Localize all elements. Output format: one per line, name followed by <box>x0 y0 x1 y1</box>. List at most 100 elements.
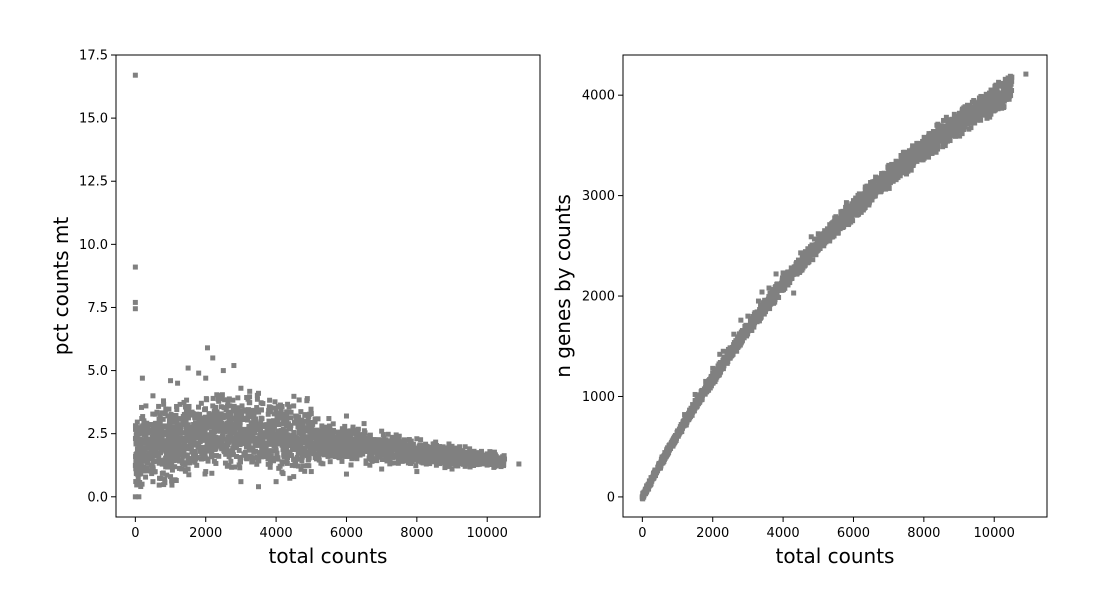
cloud-point <box>174 437 180 443</box>
cloud-point <box>150 465 156 471</box>
cloud-point <box>196 443 202 449</box>
cloud-point <box>217 418 223 424</box>
cloud-point <box>242 452 248 458</box>
cloud-point <box>269 424 275 430</box>
cloud-point <box>296 439 302 445</box>
cloud-point <box>196 414 202 420</box>
cloud-point <box>978 99 984 105</box>
cloud-point <box>862 186 868 192</box>
cloud-point <box>253 416 259 422</box>
cloud-point <box>278 428 284 434</box>
cloud-point <box>179 460 185 466</box>
cloud-point <box>157 445 163 451</box>
cloud-point <box>940 144 946 150</box>
cloud-point <box>289 437 295 443</box>
cloud-point <box>151 459 157 465</box>
cloud-point <box>287 449 293 455</box>
cloud-point <box>210 438 216 444</box>
cloud-point <box>286 404 292 410</box>
cloud-point <box>356 436 362 442</box>
cloud-point <box>305 457 311 463</box>
cloud-point <box>405 460 411 466</box>
cloud-point <box>396 450 402 456</box>
cloud-point <box>230 452 236 458</box>
cloud-point <box>200 456 206 462</box>
cloud-point <box>377 441 383 447</box>
cloud-point <box>256 458 262 464</box>
cloud-point <box>413 449 419 455</box>
cloud-point <box>212 441 218 447</box>
cloud-point <box>698 397 704 403</box>
cloud-point <box>296 420 302 426</box>
cloud-point <box>336 455 342 461</box>
cloud-point <box>171 419 177 425</box>
cloud-point <box>346 434 352 440</box>
cloud-point <box>989 87 995 93</box>
cloud-point <box>351 446 357 452</box>
cloud-point <box>265 430 271 436</box>
cloud-point <box>247 400 253 406</box>
cloud-point <box>316 457 322 463</box>
cloud-point <box>341 427 347 433</box>
cloud-point <box>156 455 162 461</box>
data-point <box>231 363 237 369</box>
cloud-point <box>462 444 468 450</box>
cloud-point <box>285 452 291 458</box>
cloud-point <box>315 416 321 422</box>
cloud-point <box>150 426 156 432</box>
cloud-point <box>358 446 364 452</box>
cloud-point <box>352 430 358 436</box>
cloud-point <box>228 412 234 418</box>
cloud-point <box>259 445 265 451</box>
cloud-point <box>305 428 311 434</box>
cloud-point <box>909 150 915 156</box>
cloud-point <box>211 428 217 434</box>
cloud-point <box>167 426 173 432</box>
cloud-point <box>133 458 139 464</box>
point-cloud <box>132 388 508 490</box>
cloud-point <box>422 445 428 451</box>
cloud-point <box>229 424 235 430</box>
cloud-point <box>174 407 180 413</box>
cloud-point <box>988 111 994 117</box>
cloud-point <box>169 467 175 473</box>
cloud-point <box>207 448 213 454</box>
cloud-point <box>284 417 290 423</box>
cloud-point <box>279 469 285 475</box>
cloud-point <box>199 448 205 454</box>
cloud-point <box>213 434 219 440</box>
cloud-point <box>442 465 448 471</box>
cloud-point <box>305 419 311 425</box>
cloud-point <box>756 313 762 319</box>
cloud-point <box>392 460 398 466</box>
cloud-point <box>171 416 177 422</box>
data-point <box>308 410 314 416</box>
cloud-point <box>200 423 206 429</box>
data-point <box>196 370 202 376</box>
cloud-point <box>997 102 1003 108</box>
cloud-point <box>278 407 284 413</box>
cloud-point <box>377 454 383 460</box>
cloud-point <box>459 459 465 465</box>
cloud-point <box>806 259 812 265</box>
cloud-point <box>869 196 875 202</box>
cloud-point <box>219 439 225 445</box>
cloud-point <box>930 143 936 149</box>
cloud-point <box>233 413 239 419</box>
data-point <box>516 461 522 467</box>
cloud-point <box>1009 87 1015 93</box>
cloud-point <box>495 455 501 461</box>
cloud-point <box>267 434 273 440</box>
cloud-point <box>221 448 227 454</box>
cloud-point <box>301 450 307 456</box>
cloud-point <box>801 262 807 268</box>
cloud-point <box>210 422 216 428</box>
cloud-point <box>357 432 363 438</box>
cloud-point <box>209 470 215 476</box>
cloud-point <box>926 154 932 160</box>
cloud-point <box>237 465 243 471</box>
data-point <box>168 441 174 447</box>
cloud-point <box>284 409 290 415</box>
cloud-point <box>369 458 375 464</box>
cloud-point <box>283 445 289 451</box>
